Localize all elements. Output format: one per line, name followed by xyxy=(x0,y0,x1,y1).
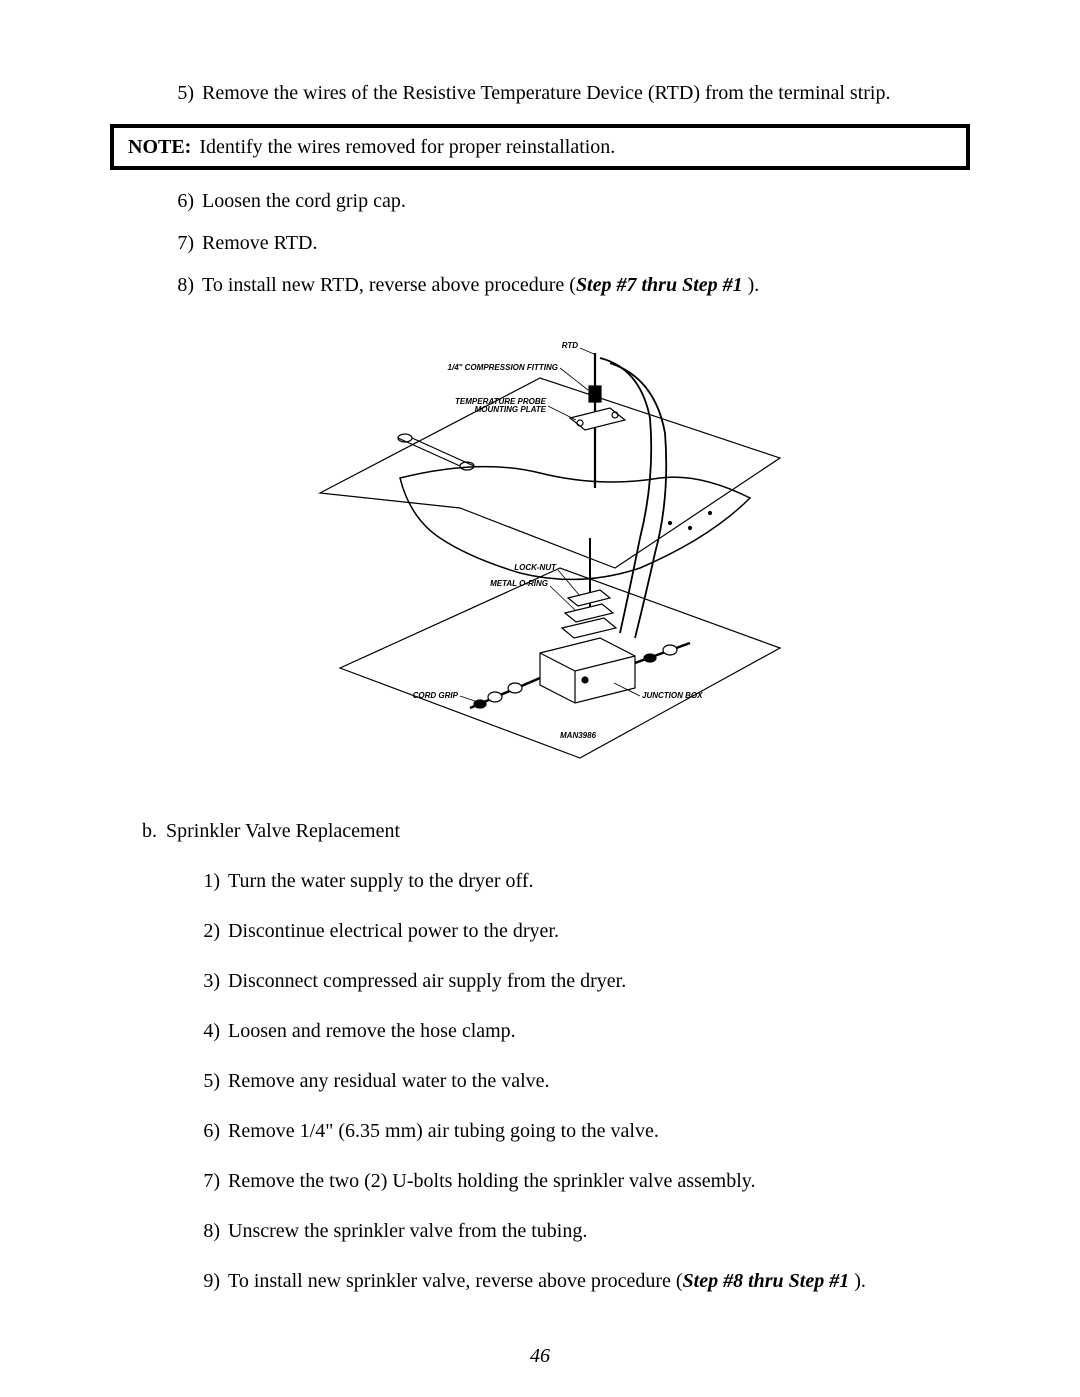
step-row: 1) Turn the water supply to the dryer of… xyxy=(190,868,970,894)
rtd-assembly-diagram: RTD 1/4" COMPRESSION FITTING TEMPERATURE… xyxy=(280,338,800,768)
note-text: Identify the wires removed for proper re… xyxy=(199,134,615,160)
figure-drawing-number: MAN3986 xyxy=(560,731,597,740)
note-box: NOTE: Identify the wires removed for pro… xyxy=(110,124,970,170)
figure-label-locknut: LOCK-NUT xyxy=(514,563,557,572)
note-label: NOTE: xyxy=(128,134,191,160)
step-row: 7) Remove the two (2) U-bolts holding th… xyxy=(190,1168,970,1194)
step-text: Remove 1/4" (6.35 mm) air tubing going t… xyxy=(228,1118,970,1144)
step-row: 5) Remove any residual water to the valv… xyxy=(190,1068,970,1094)
step-number: 6) xyxy=(164,188,194,214)
step-text: Disconnect compressed air supply from th… xyxy=(228,968,970,994)
step-text: Unscrew the sprinkler valve from the tub… xyxy=(228,1218,970,1244)
step-text: Remove RTD. xyxy=(202,230,970,256)
step-text: To install new RTD, reverse above proced… xyxy=(202,272,970,298)
section-letter: b. xyxy=(142,818,166,844)
step-row: 9) To install new sprinkler valve, rever… xyxy=(190,1268,970,1294)
page-number: 46 xyxy=(0,1343,1080,1369)
step-row: 8) To install new RTD, reverse above pro… xyxy=(164,272,970,298)
step-row: 5) Remove the wires of the Resistive Tem… xyxy=(164,80,970,106)
step-row: 8) Unscrew the sprinkler valve from the … xyxy=(190,1218,970,1244)
step-number: 5) xyxy=(164,80,194,106)
step-row: 6) Remove 1/4" (6.35 mm) air tubing goin… xyxy=(190,1118,970,1144)
step-number: 7) xyxy=(164,230,194,256)
figure-label-cordgrip: CORD GRIP xyxy=(413,691,459,700)
step-number: 8) xyxy=(190,1218,220,1244)
section-title: Sprinkler Valve Replacement xyxy=(166,818,400,844)
section-header: b. Sprinkler Valve Replacement xyxy=(142,818,970,844)
step-number: 4) xyxy=(190,1018,220,1044)
step-text: Discontinue electrical power to the drye… xyxy=(228,918,970,944)
figure-label-oring: METAL O-RING xyxy=(490,579,548,588)
step-text: Loosen and remove the hose clamp. xyxy=(228,1018,970,1044)
step-text: Turn the water supply to the dryer off. xyxy=(228,868,970,894)
step-text: Loosen the cord grip cap. xyxy=(202,188,970,214)
step-number: 6) xyxy=(190,1118,220,1144)
figure-label-junction: JUNCTION BOX xyxy=(642,691,703,700)
step-number: 9) xyxy=(190,1268,220,1294)
step-number: 8) xyxy=(164,272,194,298)
step-row: 7) Remove RTD. xyxy=(164,230,970,256)
figure-label-mounting: MOUNTING PLATE xyxy=(475,405,547,414)
step-number: 5) xyxy=(190,1068,220,1094)
step-row: 4) Loosen and remove the hose clamp. xyxy=(190,1018,970,1044)
figure-label-compression: 1/4" COMPRESSION FITTING xyxy=(448,363,558,372)
step-number: 2) xyxy=(190,918,220,944)
step-text: Remove any residual water to the valve. xyxy=(228,1068,970,1094)
step-text: Remove the two (2) U-bolts holding the s… xyxy=(228,1168,970,1194)
step-number: 1) xyxy=(190,868,220,894)
step-text: To install new sprinkler valve, reverse … xyxy=(228,1268,970,1294)
step-row: 6) Loosen the cord grip cap. xyxy=(164,188,970,214)
step-number: 7) xyxy=(190,1168,220,1194)
step-number: 3) xyxy=(190,968,220,994)
step-row: 2) Discontinue electrical power to the d… xyxy=(190,918,970,944)
figure-label-rtd: RTD xyxy=(562,341,579,350)
step-row: 3) Disconnect compressed air supply from… xyxy=(190,968,970,994)
step-text: Remove the wires of the Resistive Temper… xyxy=(202,80,970,106)
